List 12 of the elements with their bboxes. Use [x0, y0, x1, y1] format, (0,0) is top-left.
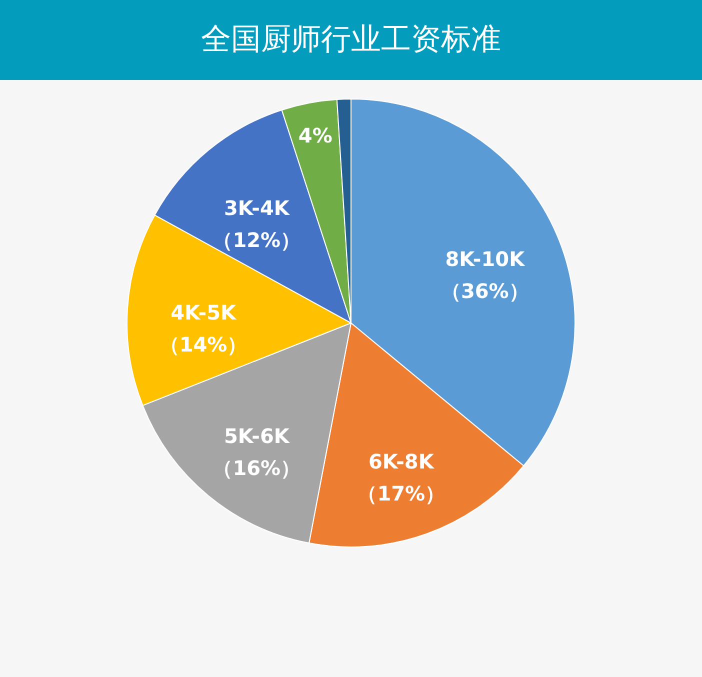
slice-label: 6K-8K: [368, 449, 436, 474]
data-label: （36%）: [440, 278, 529, 303]
data-label: （12%）: [212, 228, 301, 252]
slice-label: 4K-5K: [170, 300, 238, 325]
chart-title: 全国厨师行业工资标准: [201, 22, 501, 57]
data-label: （16%）: [212, 456, 301, 480]
data-label: （14%）: [159, 332, 248, 357]
slice-label: 5K-6K: [224, 424, 291, 448]
slice-label: 3K-4K: [224, 196, 291, 220]
data-label: （17%）: [357, 481, 446, 506]
slice-label: 8K-10K: [445, 246, 526, 271]
data-label: 4%: [298, 123, 332, 148]
